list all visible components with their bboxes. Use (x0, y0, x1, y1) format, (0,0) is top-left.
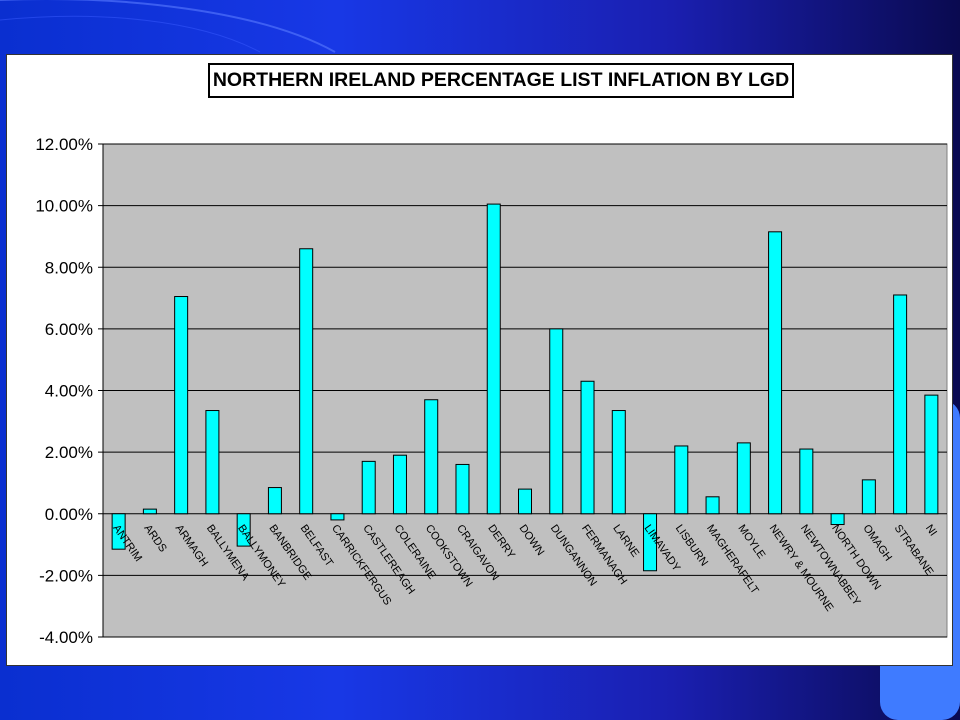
bar (330, 513, 345, 521)
bar (142, 508, 157, 515)
y-tick-label: 2.00% (45, 443, 93, 462)
chart-title: NORTHERN IRELAND PERCENTAGE LIST INFLATI… (208, 63, 794, 98)
bar (736, 442, 751, 515)
bar (486, 203, 501, 515)
bar (611, 410, 626, 515)
bar (830, 513, 845, 526)
bar (861, 479, 876, 515)
bar (799, 448, 814, 515)
y-tick-label: -4.00% (39, 628, 93, 647)
bar (424, 399, 439, 515)
bar (518, 488, 532, 515)
bar (549, 328, 564, 515)
bar (705, 496, 720, 515)
bar (893, 294, 908, 515)
y-tick-label: 12.00% (35, 135, 93, 154)
bar (580, 380, 595, 515)
bar (267, 487, 282, 515)
bar (768, 231, 783, 515)
y-tick-label: -2.00% (39, 566, 93, 585)
bar (455, 463, 470, 515)
y-tick-label: 8.00% (45, 258, 93, 277)
bar (111, 513, 126, 550)
y-tick-label: 10.00% (35, 197, 93, 216)
bar (174, 296, 189, 515)
bar (205, 410, 220, 515)
y-tick-label: 0.00% (45, 505, 93, 524)
bar (299, 248, 314, 515)
y-tick-label: 6.00% (45, 320, 93, 339)
bar (674, 445, 689, 515)
bar (392, 454, 407, 515)
bar (924, 394, 939, 515)
bar (236, 513, 251, 547)
y-tick-label: 4.00% (45, 382, 93, 401)
bar (361, 460, 376, 515)
bar (643, 513, 658, 572)
